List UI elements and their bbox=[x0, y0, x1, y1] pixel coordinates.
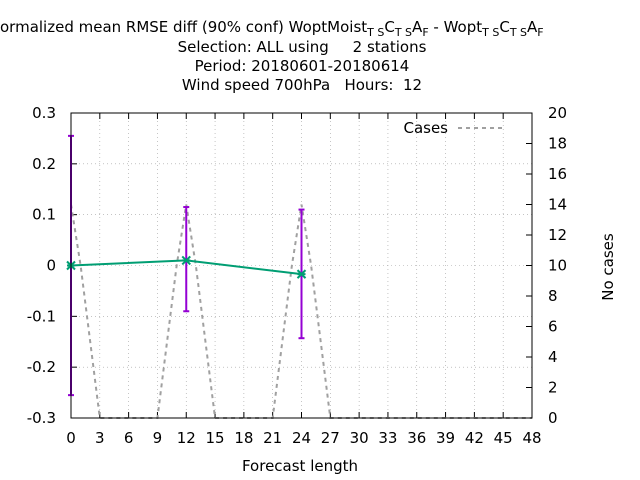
right-y-tick-label: 20 bbox=[548, 104, 567, 122]
left-y-tick-label: 0.2 bbox=[32, 155, 56, 173]
x-tick-label: 6 bbox=[124, 429, 134, 447]
x-tick-label: 18 bbox=[234, 429, 253, 447]
plot-frame bbox=[70, 112, 533, 419]
x-tick-label: 48 bbox=[522, 429, 541, 447]
x-tick-label: 36 bbox=[407, 429, 426, 447]
legend: Cases bbox=[403, 119, 505, 137]
x-tick-label: 33 bbox=[378, 429, 397, 447]
x-tick-label: 24 bbox=[292, 429, 311, 447]
x-tick-label: 39 bbox=[436, 429, 455, 447]
x-tick-label: 45 bbox=[494, 429, 513, 447]
right-y-tick-label: 0 bbox=[548, 409, 558, 427]
right-y-tick-label: 12 bbox=[548, 226, 567, 244]
x-tick-label: 3 bbox=[95, 429, 105, 447]
right-y-axis-label: No cases bbox=[599, 233, 617, 301]
x-tick-label: 12 bbox=[177, 429, 196, 447]
left-y-tick-label: 0.1 bbox=[32, 206, 56, 224]
left-y-tick-label: 0.3 bbox=[32, 104, 56, 122]
left-y-tick-label: -0.1 bbox=[27, 307, 56, 325]
legend-label-cases: Cases bbox=[403, 119, 448, 137]
chart-title-line-4: Wind speed 700hPa Hours: 12 bbox=[182, 76, 422, 94]
x-tick-label: 9 bbox=[153, 429, 163, 447]
left-y-tick-labels: -0.3 -0.2 -0.1 0 0.1 0.2 0.3 bbox=[27, 104, 56, 427]
x-tick-labels: 0 3 6 9 12 15 18 21 24 27 30 33 36 39 42 45 48 bbox=[66, 429, 541, 447]
chart-title-line-1: ormalized mean RMSE diff (90% conf) Wopt… bbox=[0, 18, 544, 39]
data-point bbox=[296, 269, 307, 279]
right-y-tick-label: 14 bbox=[548, 196, 567, 214]
left-y-tick-label: -0.2 bbox=[27, 358, 56, 376]
x-tick-label: 42 bbox=[465, 429, 484, 447]
right-y-tick-label: 4 bbox=[548, 348, 558, 366]
chart-title-line-3: Period: 20180601-20180614 bbox=[195, 57, 410, 75]
data-point bbox=[181, 255, 191, 266]
right-y-tick-labels: 0 2 4 6 8 10 12 14 16 18 20 bbox=[548, 104, 567, 427]
x-tick-label: 30 bbox=[350, 429, 369, 447]
x-axis-label: Forecast length bbox=[242, 457, 358, 475]
x-tick-label: 15 bbox=[206, 429, 225, 447]
right-y-tick-label: 16 bbox=[548, 165, 567, 183]
x-tick-label: 0 bbox=[66, 429, 76, 447]
chart-title-line-2: Selection: ALL using 2 stations bbox=[178, 38, 427, 56]
left-y-tick-label: 0 bbox=[46, 257, 56, 275]
right-y-tick-label: 2 bbox=[548, 379, 558, 397]
right-y-tick-label: 10 bbox=[548, 257, 567, 275]
right-y-tick-label: 8 bbox=[548, 287, 558, 305]
x-tick-label: 21 bbox=[263, 429, 282, 447]
x-tick-label: 27 bbox=[321, 429, 340, 447]
left-y-tick-label: -0.3 bbox=[27, 409, 56, 427]
series-line-cases bbox=[70, 204, 532, 419]
right-y-tick-label: 6 bbox=[548, 318, 558, 336]
right-y-tick-label: 18 bbox=[548, 135, 567, 153]
